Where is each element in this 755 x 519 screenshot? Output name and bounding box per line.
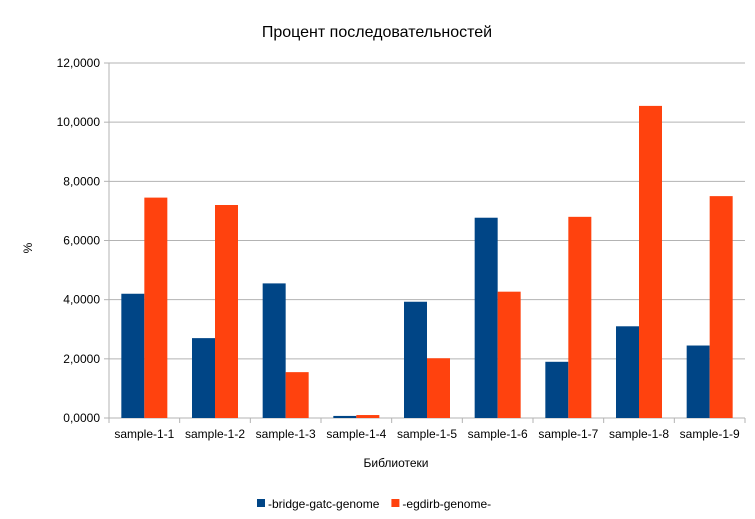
y-tick-label: 8,0000 [63, 174, 100, 188]
y-tick-label: 6,0000 [63, 234, 100, 248]
x-tick-label: sample-1-6 [468, 427, 528, 441]
bar [545, 361, 569, 418]
bar [616, 326, 639, 418]
y-tick-label: 12,0000 [57, 56, 101, 70]
x-axis-label: Библиотеки [363, 456, 428, 470]
x-tick-label: sample-1-3 [256, 427, 316, 441]
legend-label: -bridge-gatc-genome [268, 497, 380, 511]
x-axis-ticks: sample-1-1 sample-1-2 sample-1-3 sample-1-4… [114, 427, 740, 441]
x-tick-label: sample-1-5 [397, 427, 457, 441]
bar [215, 205, 238, 418]
legend-label: -egdirb-genome- [402, 497, 491, 511]
bar [474, 217, 498, 418]
bar [285, 372, 309, 418]
bar [333, 415, 357, 418]
bar [427, 358, 450, 418]
x-tick-label: sample-1-9 [680, 427, 740, 441]
bar [639, 105, 662, 418]
legend-swatch [257, 499, 265, 507]
x-tick-label: sample-1-1 [114, 427, 174, 441]
bar [356, 415, 380, 418]
y-tick-label: 10,0000 [57, 115, 101, 129]
bar [497, 291, 521, 418]
chart-title: Процент последовательностей [262, 24, 492, 41]
bar [709, 196, 733, 418]
y-axis-ticks: 0,0000 2,0000 4,0000 6,0000 8,0000 10,0000 12,… [57, 56, 101, 425]
bar [686, 345, 710, 418]
y-tick-label: 2,0000 [63, 352, 100, 366]
y-axis-label: % [21, 242, 35, 253]
x-tick-label: sample-1-8 [609, 427, 669, 441]
bar [144, 197, 168, 418]
x-tick-label: sample-1-4 [326, 427, 386, 441]
x-tick-label: sample-1-7 [538, 427, 598, 441]
legend: -bridge-gatc-genome -egdirb-genome- [257, 497, 491, 511]
bar [262, 283, 286, 418]
x-tick-label: sample-1-2 [185, 427, 245, 441]
legend-swatch [391, 499, 400, 507]
bar [568, 216, 592, 418]
y-tick-label: 0,0000 [63, 411, 100, 425]
bar [192, 338, 215, 418]
bars [121, 105, 733, 418]
bar [404, 301, 427, 418]
y-tick-label: 4,0000 [63, 293, 100, 307]
bar [121, 293, 145, 418]
